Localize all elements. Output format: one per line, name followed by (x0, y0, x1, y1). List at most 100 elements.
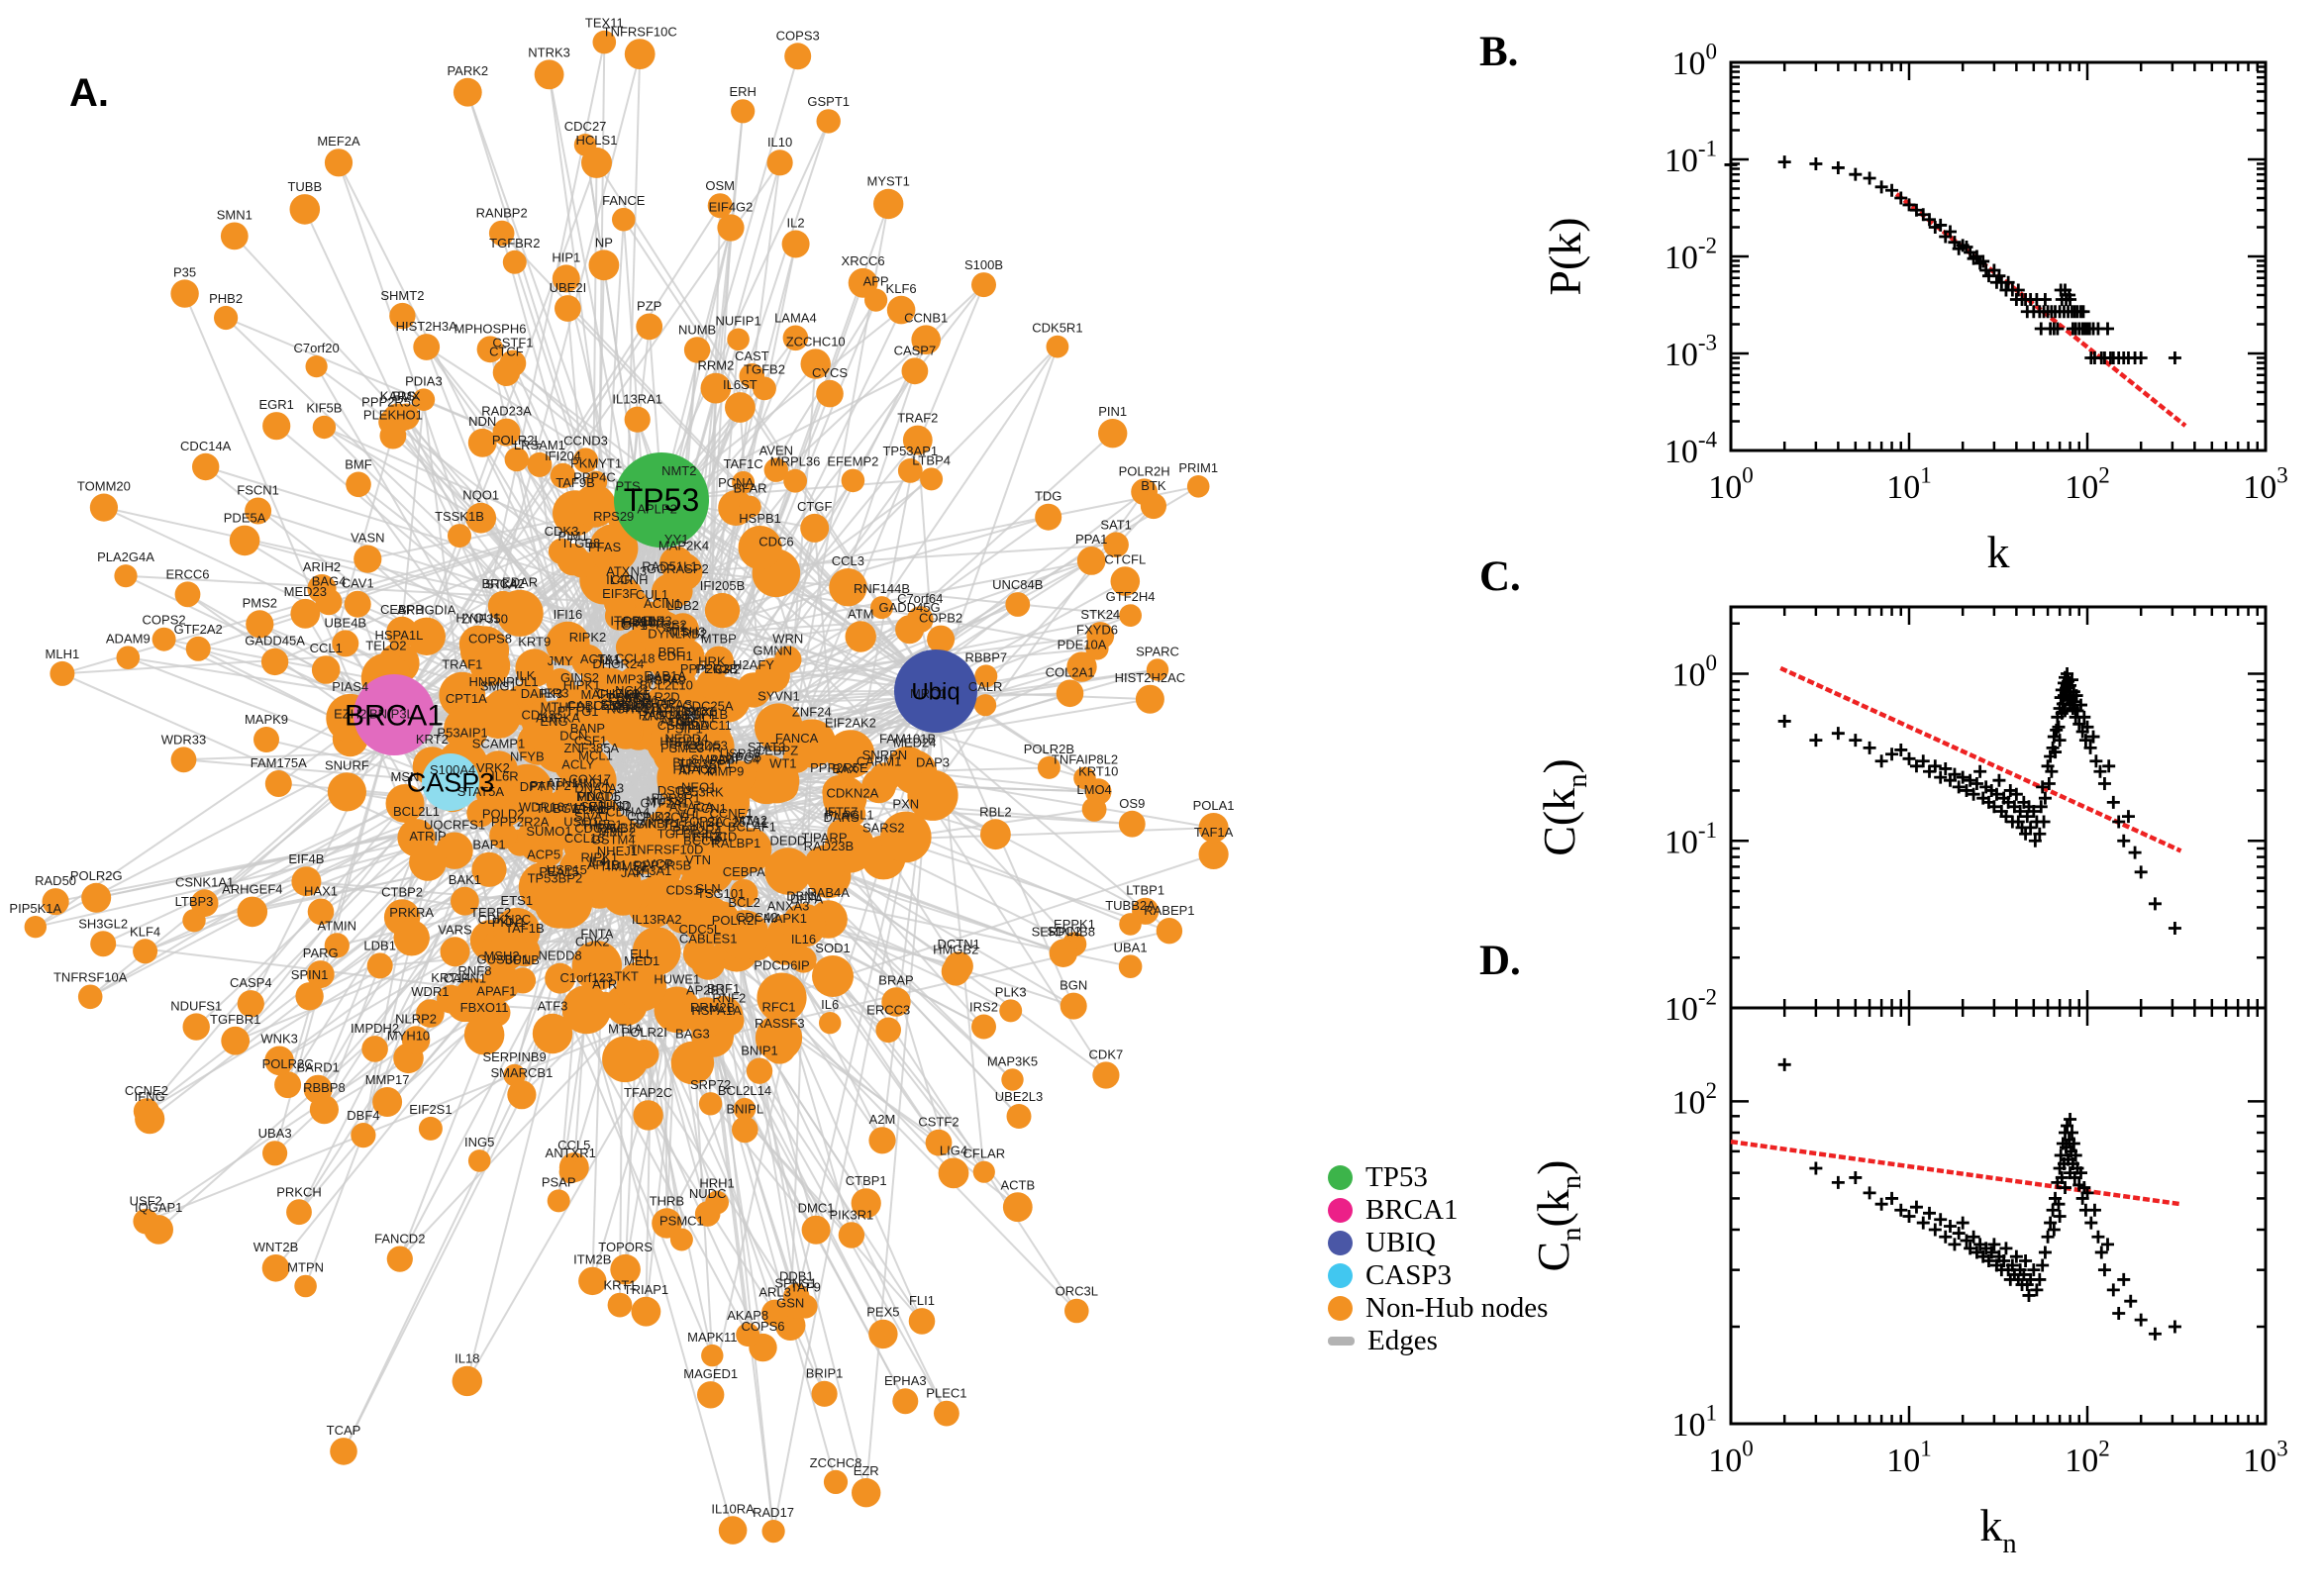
network-node[interactable] (971, 272, 996, 298)
network-node[interactable] (135, 1104, 165, 1135)
network-node[interactable] (764, 848, 812, 895)
network-node[interactable] (1046, 335, 1069, 358)
network-node[interactable] (700, 372, 732, 404)
network-node[interactable] (24, 916, 47, 939)
network-node[interactable] (787, 719, 837, 768)
network-node[interactable] (550, 462, 576, 489)
network-node[interactable] (886, 295, 916, 325)
network-node[interactable] (704, 592, 741, 629)
network-node[interactable] (290, 598, 321, 629)
network-node[interactable] (757, 972, 807, 1023)
network-node[interactable] (552, 264, 580, 293)
network-node[interactable] (739, 363, 765, 389)
network-node[interactable] (755, 657, 790, 693)
network-node[interactable] (229, 525, 260, 556)
network-node[interactable] (581, 147, 612, 178)
network-node[interactable] (496, 589, 544, 637)
network-node[interactable] (823, 1469, 849, 1494)
hub-node-tp53[interactable] (614, 452, 709, 548)
network-node[interactable] (351, 1123, 376, 1148)
network-node[interactable] (782, 325, 809, 351)
network-node[interactable] (697, 1381, 725, 1409)
network-node[interactable] (604, 711, 642, 748)
network-node[interactable] (311, 655, 341, 684)
network-node[interactable] (761, 1520, 785, 1544)
network-node[interactable] (502, 249, 527, 274)
network-node[interactable] (372, 1087, 403, 1117)
network-node[interactable] (1119, 604, 1142, 627)
network-node[interactable] (589, 524, 639, 573)
network-node[interactable] (504, 447, 529, 472)
network-node[interactable] (881, 987, 911, 1017)
network-node[interactable] (730, 879, 758, 908)
network-node[interactable] (324, 149, 354, 177)
network-node[interactable] (658, 546, 694, 581)
network-node[interactable] (1140, 492, 1166, 520)
network-node[interactable] (845, 621, 876, 652)
network-node[interactable] (116, 646, 141, 669)
network-node[interactable] (664, 897, 701, 934)
network-node[interactable] (476, 336, 504, 363)
network-node[interactable] (1002, 1192, 1033, 1223)
network-node[interactable] (289, 194, 321, 225)
network-node[interactable] (925, 1129, 953, 1156)
network-node[interactable] (465, 502, 497, 534)
network-node[interactable] (696, 668, 728, 700)
network-node[interactable] (1001, 1068, 1024, 1091)
network-node[interactable] (546, 789, 580, 825)
network-node[interactable] (440, 937, 470, 967)
network-node[interactable] (852, 1478, 881, 1508)
network-node[interactable] (567, 550, 596, 578)
network-node[interactable] (691, 946, 726, 980)
network-node[interactable] (819, 1011, 842, 1035)
network-node[interactable] (662, 576, 693, 607)
network-node[interactable] (453, 77, 482, 107)
network-node[interactable] (42, 888, 69, 916)
network-node[interactable] (558, 1160, 582, 1184)
network-node[interactable] (610, 1253, 641, 1285)
network-node[interactable] (790, 947, 817, 973)
network-node[interactable] (1049, 939, 1078, 967)
network-node[interactable] (880, 811, 932, 863)
network-node[interactable] (612, 207, 636, 232)
network-node[interactable] (393, 403, 420, 431)
network-node[interactable] (841, 468, 865, 493)
network-node[interactable] (467, 428, 497, 457)
network-node[interactable] (170, 279, 199, 308)
network-node[interactable] (81, 882, 112, 913)
network-node[interactable] (50, 660, 75, 686)
network-node[interactable] (327, 772, 366, 812)
network-node[interactable] (974, 664, 998, 688)
network-node[interactable] (366, 952, 393, 979)
network-node[interactable] (864, 288, 888, 312)
network-node[interactable] (170, 747, 197, 773)
network-node[interactable] (361, 1036, 388, 1062)
network-node[interactable] (385, 784, 425, 823)
network-node[interactable] (1198, 813, 1229, 844)
network-node[interactable] (412, 388, 436, 412)
network-node[interactable] (305, 355, 328, 378)
network-node[interactable] (1060, 992, 1087, 1020)
network-node[interactable] (1084, 778, 1112, 805)
network-node[interactable] (870, 596, 893, 620)
network-node[interactable] (547, 1189, 570, 1213)
network-node[interactable] (938, 1157, 969, 1189)
network-node[interactable] (1103, 532, 1129, 557)
network-node[interactable] (754, 757, 800, 804)
network-node[interactable] (214, 305, 239, 331)
hub-node-casp3[interactable] (422, 753, 479, 811)
network-node[interactable] (354, 545, 382, 573)
network-node[interactable] (220, 222, 249, 250)
network-node[interactable] (822, 775, 857, 810)
network-node[interactable] (545, 962, 575, 994)
network-node[interactable] (393, 920, 430, 956)
network-node[interactable] (907, 769, 959, 821)
network-node[interactable] (1037, 755, 1060, 779)
network-node[interactable] (555, 295, 581, 322)
network-node[interactable] (447, 985, 483, 1023)
network-node[interactable] (503, 1063, 526, 1087)
network-node[interactable] (625, 831, 668, 874)
network-node[interactable] (572, 736, 603, 765)
network-node[interactable] (418, 1116, 443, 1141)
network-node[interactable] (816, 379, 844, 408)
